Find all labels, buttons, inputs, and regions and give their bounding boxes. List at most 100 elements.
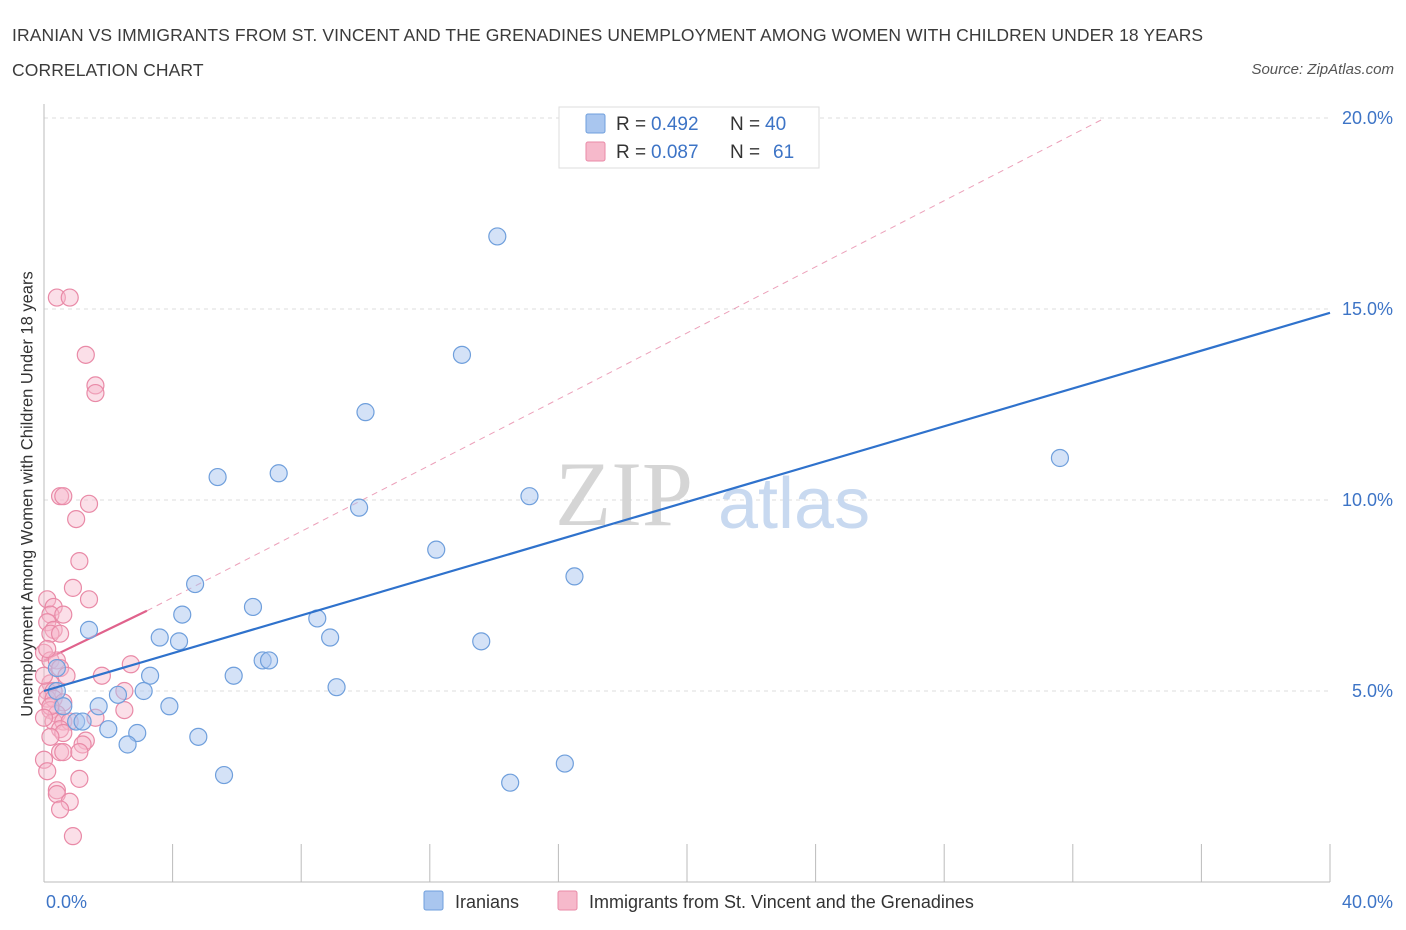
data-point-svg (50, 800, 70, 819)
data-point-svg (34, 708, 54, 727)
data-point-svg (34, 750, 54, 769)
data-point-iranians (520, 487, 539, 506)
legend-swatch-iranians (585, 113, 606, 134)
legend-r-label-svg: R = (616, 142, 646, 163)
data-point-svg (60, 288, 79, 307)
data-point-svg (86, 376, 105, 395)
data-point-iranians (224, 666, 243, 685)
legend-n-value-svg: 61 (773, 142, 794, 163)
data-point-iranians (186, 574, 205, 594)
data-point-svg (41, 624, 60, 643)
data-point-svg (63, 578, 83, 597)
data-point-iranians (349, 498, 369, 517)
data-point-iranians (208, 467, 227, 487)
gridlines (44, 117, 1330, 692)
watermark-atlas: atlas (718, 464, 870, 544)
data-point-svg (121, 655, 140, 674)
points-iranians-series (47, 227, 1070, 792)
data-point-svg (79, 494, 99, 513)
data-point-iranians (555, 754, 574, 773)
data-point-iranians (150, 628, 169, 647)
legend-swatch-svg (585, 141, 606, 162)
data-point-iranians (214, 765, 234, 785)
data-point-iranians (54, 697, 73, 716)
data-point-iranians (488, 227, 507, 246)
legend-r-value-svg: 0.087 (651, 142, 699, 163)
data-point-svg (79, 590, 99, 609)
points-svg-series (34, 288, 140, 846)
data-point-svg (50, 624, 70, 643)
data-point-iranians (140, 666, 160, 685)
data-point-svg (38, 613, 57, 632)
data-point-iranians (160, 697, 179, 716)
data-point-svg (47, 288, 66, 307)
watermark: ZIP atlas (555, 443, 870, 545)
data-point-iranians (79, 620, 99, 639)
legend-n-label-svg: N = (730, 142, 760, 163)
tick-labels: 5.0% 10.0% 15.0% 20.0% 0.0% 40.0% (46, 108, 1393, 912)
data-point-svg (54, 487, 73, 506)
data-point-iranians (427, 540, 446, 559)
data-point-iranians (169, 632, 189, 651)
data-point-svg (70, 769, 89, 788)
x-tick-label: 0.0% (46, 892, 87, 912)
data-point-svg (38, 639, 57, 659)
data-point-iranians (173, 605, 192, 624)
data-point-svg (54, 743, 73, 762)
data-point-iranians (189, 727, 208, 746)
data-point-iranians (1050, 448, 1070, 468)
bottom-legend-swatch-iranians (423, 890, 444, 911)
data-point-iranians (73, 712, 92, 731)
data-point-svg (115, 700, 134, 720)
bottom-legend-label-iranians: Iranians (455, 892, 519, 912)
y-tick-label: 15.0% (1342, 299, 1393, 319)
top-legend: R = 0.492 N = 40 R = 0.087 N = 61 (558, 106, 820, 169)
y-tick-label: 20.0% (1342, 108, 1393, 128)
legend-n-value-iranians: 40 (765, 114, 786, 135)
data-point-iranians (99, 720, 118, 739)
data-point-iranians (501, 773, 520, 792)
data-point-iranians (269, 464, 288, 483)
source-label: Source: ZipAtlas.com (1251, 61, 1394, 78)
data-point-iranians (108, 685, 128, 704)
data-point-iranians (452, 345, 472, 364)
data-point-iranians (321, 628, 340, 647)
data-point-iranians (243, 597, 263, 617)
data-point-iranians (47, 658, 66, 678)
data-point-svg (41, 727, 60, 746)
data-point-svg (54, 605, 73, 624)
bottom-legend-label-svg: Immigrants from St. Vincent and the Gren… (589, 892, 974, 912)
bottom-legend: Iranians Immigrants from St. Vincent and… (423, 890, 974, 912)
data-point-iranians (472, 632, 491, 651)
legend-r-label-iranians: R = (616, 114, 646, 135)
data-point-iranians (118, 735, 137, 754)
axes (43, 104, 1331, 883)
bottom-legend-swatch-svg (557, 890, 578, 911)
data-point-svg (38, 762, 57, 781)
trend-line-svg-extended (146, 117, 1106, 612)
data-point-svg (86, 383, 105, 403)
data-point-svg (67, 509, 86, 529)
data-point-svg (63, 827, 83, 846)
x-tick-label: 40.0% (1342, 892, 1393, 912)
data-point-svg (76, 345, 95, 364)
chart-title: IRANIAN VS IMMIGRANTS FROM ST. VINCENT A… (12, 25, 1204, 80)
watermark-zip: ZIP (555, 443, 693, 545)
y-tick-label: 5.0% (1352, 681, 1393, 701)
data-point-svg (70, 743, 89, 762)
trend-line-iranians-group (43, 311, 1331, 693)
data-point-svg (70, 552, 89, 571)
legend-r-value-iranians: 0.492 (651, 114, 699, 135)
data-point-iranians (356, 403, 375, 422)
data-point-iranians (89, 697, 108, 716)
data-point-svg (38, 590, 57, 609)
data-point-iranians (565, 567, 584, 586)
data-point-iranians (134, 681, 153, 701)
legend-n-label-iranians: N = (730, 114, 760, 135)
trend-line-iranians (43, 311, 1331, 693)
data-point-svg (60, 792, 79, 811)
y-tick-label: 10.0% (1342, 490, 1393, 510)
data-point-svg (47, 781, 66, 800)
data-point-iranians (259, 651, 279, 670)
